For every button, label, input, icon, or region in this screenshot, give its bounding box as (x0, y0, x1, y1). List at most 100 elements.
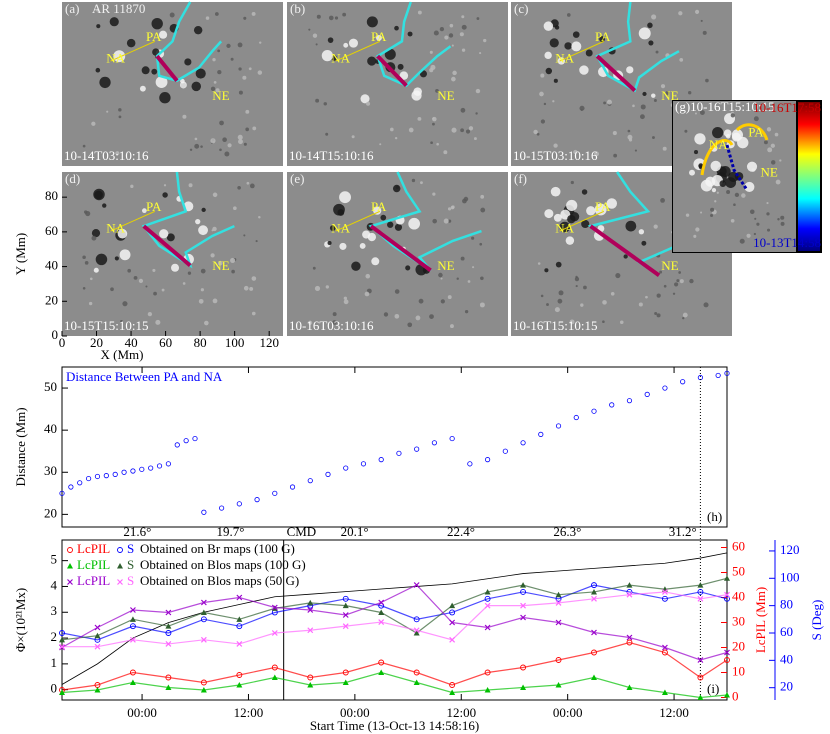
flux-patch (394, 289, 400, 294)
flux-patch (226, 43, 231, 49)
flux-patch (214, 12, 219, 16)
data-point (165, 623, 172, 629)
flux-patch (162, 192, 168, 198)
data-point (200, 687, 207, 693)
flux-patch (451, 76, 456, 82)
flux-patch (770, 160, 776, 165)
data-point (139, 466, 145, 472)
flux-patch (642, 91, 647, 97)
flux-patch (118, 108, 122, 112)
flux-patch (82, 255, 86, 259)
data-point (724, 595, 730, 602)
flux-patch (383, 312, 389, 317)
flux-patch (648, 40, 654, 46)
data-point (413, 616, 420, 623)
data-point (130, 607, 136, 613)
flux-patch (325, 132, 329, 136)
data-point (520, 614, 526, 621)
flux-patch (449, 23, 454, 28)
flux-patch (779, 159, 782, 162)
flux-patch (251, 11, 256, 16)
y-tick-label: 50 (44, 379, 57, 394)
data-point (609, 402, 615, 408)
colorbar-label: 10-13T14:58 (753, 235, 821, 250)
data-point (77, 480, 83, 486)
flux-patch (443, 218, 449, 224)
x-tick-label: 12:00 (234, 705, 264, 720)
flux-patch (399, 71, 409, 80)
flux-patch (138, 278, 144, 284)
x-tick-label: 80 (194, 335, 207, 350)
flux-patch (753, 116, 759, 122)
flux-patch (82, 144, 86, 148)
data-point (342, 669, 349, 676)
data-point (484, 588, 491, 595)
flux-patch (546, 303, 549, 306)
flux-patch (321, 50, 333, 62)
y-tick-label: 5 (51, 552, 58, 567)
data-point (378, 599, 385, 606)
y-tick-label: 40 (45, 258, 58, 273)
region-label: NE (437, 88, 454, 103)
region-label: NE (437, 258, 454, 273)
data-point (342, 612, 349, 618)
data-point (591, 649, 597, 656)
flux-patch (652, 136, 655, 139)
flux-patch (465, 129, 471, 134)
data-point (520, 582, 527, 588)
flux-patch (394, 313, 400, 319)
flux-patch (554, 307, 560, 313)
data-point (59, 490, 65, 496)
flux-patch (93, 188, 105, 201)
flux-patch (544, 268, 549, 273)
y-tick-label: 60 (732, 538, 745, 553)
flux-patch (682, 316, 685, 320)
flux-patch (451, 127, 457, 133)
flux-patch (640, 114, 645, 120)
panel-label: (d) (65, 171, 80, 186)
flux-patch (430, 141, 433, 145)
flux-patch (461, 48, 466, 52)
region-label: PA (595, 199, 611, 214)
x-tick-label: 0 (59, 335, 66, 350)
panel-label: (h) (707, 509, 722, 524)
data-point (591, 588, 597, 595)
flux-patch (231, 269, 235, 274)
flux-patch (467, 280, 471, 283)
flux-patch (553, 78, 558, 83)
data-point (254, 497, 260, 503)
flux-patch (549, 38, 559, 48)
data-point (413, 582, 420, 588)
flux-patch (93, 267, 99, 273)
flux-patch (145, 285, 148, 288)
panel-label: (a) (65, 1, 79, 16)
flux-patch (327, 37, 334, 43)
y-tick-label: 20 (732, 638, 745, 653)
angle-label: 19.7° (216, 524, 244, 539)
flux-patch (242, 75, 247, 80)
flux-patch (362, 230, 371, 239)
region-label: NE (661, 88, 678, 103)
data-point (129, 669, 136, 676)
flux-patch (714, 200, 717, 203)
flux-patch (581, 219, 590, 229)
flux-patch (447, 295, 452, 300)
flux-patch (348, 38, 358, 48)
flux-patch (693, 150, 699, 155)
flux-patch (774, 132, 779, 137)
flux-patch (746, 233, 751, 238)
flux-patch (187, 271, 192, 275)
panel-label: (i) (707, 681, 719, 696)
flux-patch (558, 290, 564, 296)
flux-patch (120, 319, 123, 323)
flux-patch (450, 324, 454, 329)
y-tick-label: 30 (732, 613, 745, 628)
flux-patch (746, 161, 758, 172)
pa-na-line (335, 210, 381, 232)
flux-patch (408, 217, 421, 230)
data-point (555, 591, 562, 598)
flux-patch (543, 102, 547, 106)
region-label: PA (146, 29, 162, 44)
flux-patch (219, 148, 222, 152)
pil-track (725, 144, 749, 191)
